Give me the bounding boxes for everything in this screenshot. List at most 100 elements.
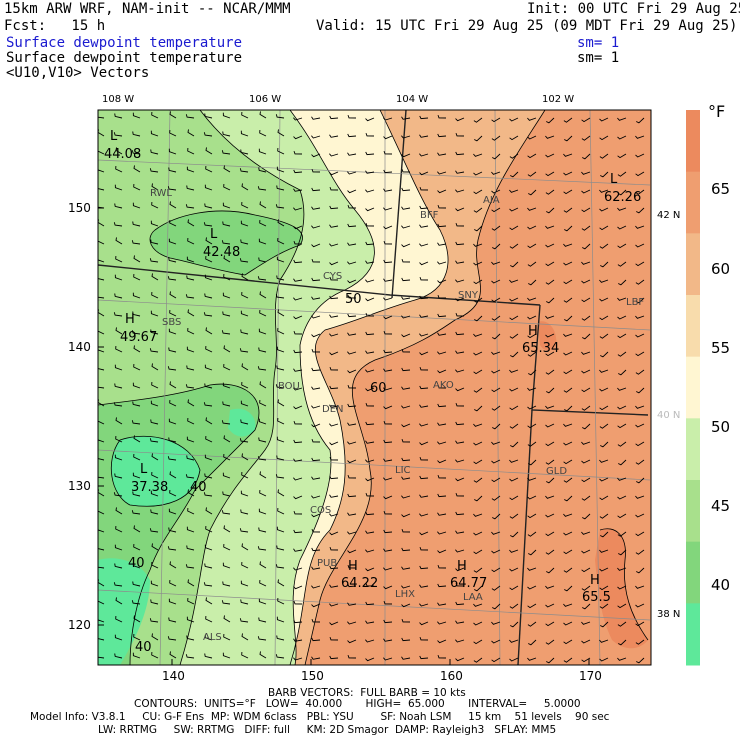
wind-barb	[563, 207, 573, 213]
wind-barb	[527, 261, 537, 267]
wind-barb	[257, 546, 267, 551]
wind-barb	[347, 583, 357, 588]
wind-barb	[365, 151, 375, 156]
high-laa-value: 64.77	[450, 576, 487, 591]
wind-barb	[187, 417, 195, 425]
wind-barb	[473, 567, 483, 573]
wind-barb	[329, 404, 339, 408]
wind-barb	[509, 225, 519, 231]
colorbar-tick-label: 60	[711, 260, 731, 278]
wind-barb	[473, 333, 483, 337]
wind-barb	[419, 243, 429, 247]
wind-barb	[186, 365, 195, 371]
wind-barb	[277, 399, 285, 407]
wind-barb	[329, 366, 339, 371]
wind-barb	[383, 439, 393, 444]
wind-barb	[455, 387, 465, 392]
wind-barb	[563, 189, 573, 195]
wind-barb	[581, 261, 591, 265]
wind-barb	[509, 639, 519, 643]
wind-barb	[582, 513, 591, 520]
wind-barb	[258, 347, 267, 353]
wind-barb	[383, 495, 393, 500]
wind-barb	[150, 149, 159, 155]
colorbar-segment	[686, 480, 700, 543]
colorbar-tick-label: 55	[711, 339, 731, 357]
wind-barb	[365, 189, 375, 193]
low-sw-value: 37.38	[131, 480, 168, 495]
wind-barb	[599, 567, 609, 572]
high-west-mark: H	[125, 312, 135, 327]
wind-barb	[221, 240, 231, 245]
top-axis-label: 108 W	[102, 94, 135, 105]
wind-barb	[185, 204, 195, 209]
wind-barb	[277, 327, 285, 335]
wind-barb	[455, 440, 465, 444]
wind-barb	[204, 383, 213, 389]
wind-barb	[455, 492, 465, 497]
wind-barb	[311, 438, 321, 443]
wind-barb	[546, 297, 555, 304]
wind-barb	[258, 238, 267, 245]
wind-barb	[311, 277, 321, 282]
wind-barb	[455, 601, 465, 606]
wind-barb	[455, 241, 465, 246]
wind-barb	[419, 171, 429, 176]
wind-barb	[329, 351, 339, 356]
wind-barb	[581, 369, 591, 374]
wind-barb	[239, 168, 249, 173]
station-label: AKO	[433, 380, 454, 391]
wind-barb	[365, 222, 375, 227]
wind-barb	[185, 654, 195, 659]
wind-barb	[473, 441, 483, 446]
wind-barb	[221, 600, 231, 605]
wind-barb	[455, 549, 465, 553]
wind-barb	[365, 387, 375, 392]
wind-barb	[186, 346, 195, 353]
wind-barb	[455, 657, 465, 662]
wind-barb	[115, 507, 123, 515]
wind-barb	[545, 459, 555, 465]
wind-barb	[259, 111, 267, 119]
wind-barb	[491, 279, 501, 284]
high-west-value: 49.67	[120, 330, 157, 345]
wind-barb	[455, 582, 465, 587]
wind-barb	[401, 315, 411, 319]
wind-barb	[133, 453, 141, 461]
wind-barb	[581, 459, 591, 464]
wind-barb	[474, 495, 483, 502]
wind-barb	[347, 384, 357, 389]
wind-barb	[151, 381, 159, 389]
contour-label-40c: 40	[135, 640, 152, 655]
wind-barb	[258, 418, 267, 425]
wind-barb	[329, 494, 339, 498]
wind-barb	[473, 531, 483, 536]
wind-barb	[113, 222, 123, 227]
wind-barb	[635, 459, 645, 465]
wind-barb	[527, 207, 537, 211]
wind-barb	[113, 492, 123, 497]
wind-barb	[491, 297, 501, 303]
wind-barb	[419, 513, 429, 517]
wind-barb	[186, 185, 195, 191]
wind-barb	[600, 351, 609, 358]
wind-barb	[150, 419, 159, 425]
wind-barb	[455, 369, 465, 373]
wind-barb	[383, 117, 393, 121]
wind-barb	[618, 369, 627, 376]
wind-barb	[473, 477, 483, 483]
low-nw-value: 44.08	[104, 147, 141, 162]
wind-barb	[617, 621, 627, 627]
wind-barb	[241, 183, 249, 191]
wind-barb	[563, 351, 573, 356]
wind-barb	[491, 585, 501, 591]
contour-label-50: 50	[345, 292, 362, 307]
wind-barb	[311, 296, 321, 300]
wind-barb	[401, 348, 411, 353]
wind-barb	[347, 171, 357, 175]
wind-barb	[186, 526, 195, 533]
wind-barb	[383, 240, 393, 245]
wind-barb	[186, 256, 195, 263]
wind-barb	[491, 207, 501, 213]
wind-barb	[293, 458, 303, 462]
